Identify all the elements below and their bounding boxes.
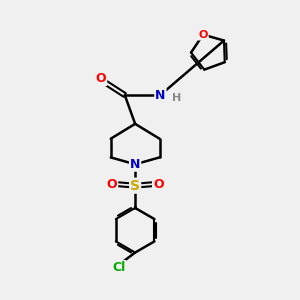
Text: H: H xyxy=(172,93,182,103)
Text: Cl: Cl xyxy=(112,261,125,274)
Text: O: O xyxy=(96,72,106,85)
Text: N: N xyxy=(155,88,166,101)
Text: O: O xyxy=(199,30,208,40)
Text: N: N xyxy=(130,158,140,171)
Text: O: O xyxy=(106,178,117,191)
Text: S: S xyxy=(130,179,140,193)
Text: O: O xyxy=(153,178,164,191)
